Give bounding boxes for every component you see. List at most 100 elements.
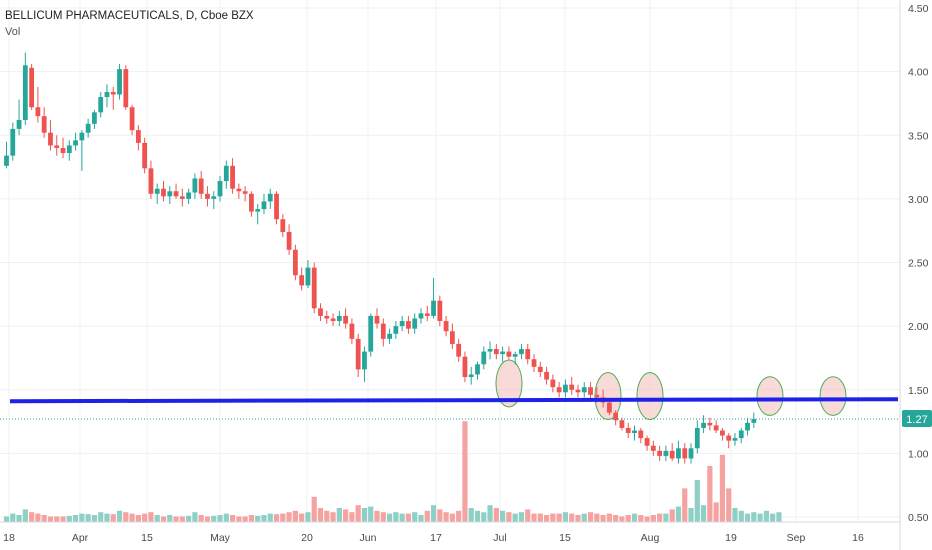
candle[interactable]: [745, 417, 750, 436]
candle[interactable]: [249, 191, 254, 217]
candle[interactable]: [531, 354, 537, 372]
candle[interactable]: [16, 99, 22, 136]
candle[interactable]: [581, 382, 587, 398]
candle[interactable]: [35, 86, 41, 123]
candle[interactable]: [475, 361, 480, 380]
candle[interactable]: [556, 382, 562, 398]
candle[interactable]: [544, 366, 549, 385]
candle[interactable]: [519, 343, 524, 360]
candle[interactable]: [575, 384, 581, 398]
candle[interactable]: [468, 366, 474, 385]
candle[interactable]: [362, 346, 367, 383]
candle[interactable]: [343, 308, 349, 329]
candle[interactable]: [525, 343, 531, 365]
candle[interactable]: [211, 191, 217, 210]
candle[interactable]: [66, 140, 72, 161]
candle[interactable]: [720, 427, 725, 441]
candle[interactable]: [60, 137, 66, 159]
candle[interactable]: [79, 130, 85, 171]
candle[interactable]: [161, 181, 166, 202]
candle[interactable]: [493, 343, 499, 360]
candle[interactable]: [625, 422, 631, 439]
candle[interactable]: [192, 173, 198, 199]
candle[interactable]: [563, 379, 568, 398]
candle[interactable]: [481, 346, 487, 370]
candle[interactable]: [399, 315, 405, 332]
candle[interactable]: [173, 183, 179, 199]
candle[interactable]: [110, 86, 116, 110]
candle[interactable]: [412, 313, 418, 334]
candle[interactable]: [10, 122, 16, 161]
candle[interactable]: [274, 191, 279, 225]
candle[interactable]: [393, 321, 399, 339]
candle[interactable]: [487, 341, 493, 360]
candle[interactable]: [506, 346, 512, 360]
candle[interactable]: [550, 374, 556, 393]
candle[interactable]: [198, 170, 204, 199]
candle[interactable]: [186, 188, 192, 204]
candle[interactable]: [694, 420, 700, 454]
candle[interactable]: [311, 262, 317, 314]
candle[interactable]: [336, 310, 342, 327]
candle[interactable]: [676, 440, 681, 464]
candle[interactable]: [424, 305, 430, 322]
candle[interactable]: [456, 338, 462, 362]
candle[interactable]: [437, 295, 443, 327]
candle[interactable]: [374, 308, 380, 329]
candle[interactable]: [588, 382, 593, 400]
candle[interactable]: [324, 310, 330, 324]
candle[interactable]: [255, 203, 261, 225]
candle[interactable]: [73, 132, 78, 151]
candle[interactable]: [305, 259, 311, 288]
candle[interactable]: [663, 445, 669, 462]
time-axis[interactable]: 18 Apr 15 May 20 Jun 17 Jul 15 Aug 19 Sep 16: [3, 532, 864, 544]
candle[interactable]: [368, 313, 374, 357]
candle[interactable]: [54, 135, 60, 156]
price-axis[interactable]: 4.50 4.00 3.50 3.00 2.50 2.00 1.50 1.00 0.50: [908, 3, 929, 524]
candle[interactable]: [154, 183, 160, 204]
candle[interactable]: [701, 415, 706, 434]
candle[interactable]: [449, 323, 455, 350]
candle[interactable]: [104, 84, 110, 108]
candle[interactable]: [261, 193, 267, 215]
candle[interactable]: [650, 440, 656, 456]
candle[interactable]: [613, 410, 619, 426]
candle[interactable]: [299, 267, 305, 291]
candle[interactable]: [713, 420, 719, 434]
candle[interactable]: [632, 425, 637, 441]
candle[interactable]: [380, 318, 386, 347]
candle[interactable]: [355, 333, 361, 378]
candle[interactable]: [431, 277, 436, 319]
candle[interactable]: [135, 125, 141, 151]
candle[interactable]: [669, 443, 675, 462]
candle[interactable]: [569, 377, 575, 395]
candle[interactable]: [349, 318, 355, 344]
candle[interactable]: [406, 315, 411, 334]
candle[interactable]: [638, 427, 644, 444]
candle[interactable]: [205, 186, 210, 207]
candle[interactable]: [418, 308, 424, 324]
candle[interactable]: [267, 188, 273, 210]
candle[interactable]: [682, 443, 688, 464]
candle[interactable]: [148, 160, 154, 199]
candle[interactable]: [619, 417, 625, 431]
candle[interactable]: [657, 445, 663, 462]
candle[interactable]: [230, 158, 235, 194]
candle[interactable]: [738, 427, 744, 444]
candle[interactable]: [242, 186, 248, 202]
candle[interactable]: [443, 315, 449, 337]
candle[interactable]: [217, 175, 223, 202]
candle[interactable]: [98, 91, 104, 118]
candle[interactable]: [123, 65, 129, 110]
candle[interactable]: [688, 443, 694, 464]
candle[interactable]: [167, 186, 173, 204]
candle[interactable]: [92, 109, 97, 129]
candle[interactable]: [85, 118, 91, 138]
candle[interactable]: [751, 412, 757, 428]
candle[interactable]: [236, 183, 242, 199]
candle[interactable]: [142, 137, 148, 174]
candle[interactable]: [4, 141, 9, 169]
candle[interactable]: [726, 433, 732, 449]
candle[interactable]: [48, 119, 53, 151]
candle[interactable]: [644, 435, 650, 451]
